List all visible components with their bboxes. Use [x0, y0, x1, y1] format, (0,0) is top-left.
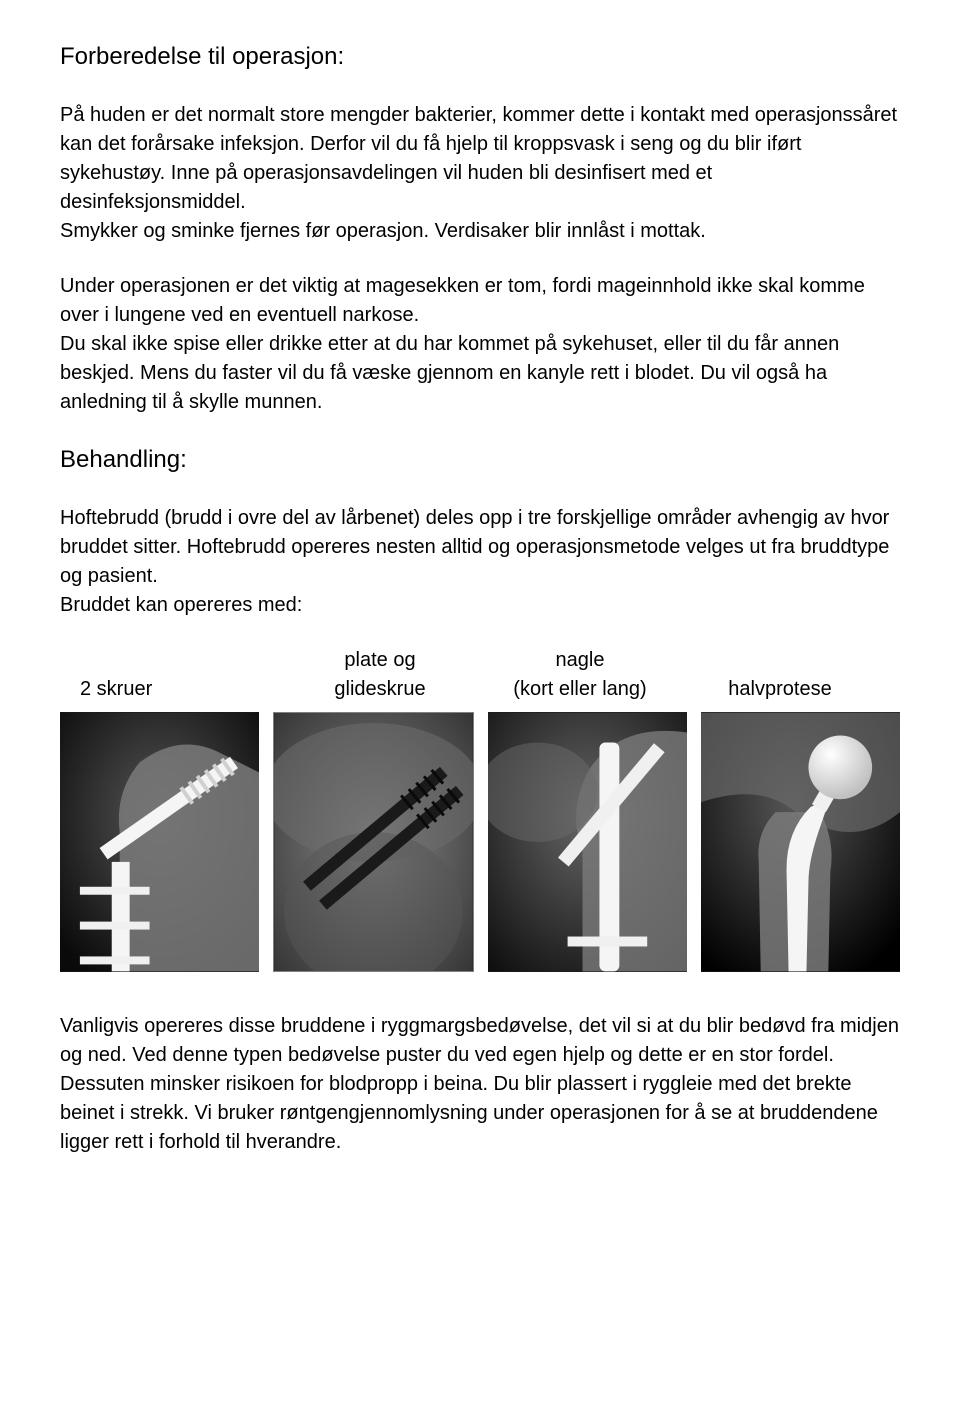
xray-svg-1: [60, 712, 259, 972]
xray-svg-3: [488, 712, 687, 972]
prep-heading: Forberedelse til operasjon:: [60, 40, 900, 75]
treatment-paragraph-2: Vanligvis opereres disse bruddene i rygg…: [60, 1012, 900, 1157]
document-content: Forberedelse til operasjon: På huden er …: [60, 40, 900, 1157]
xray-image-2: [273, 712, 474, 972]
treatment-paragraph-1: Hoftebrudd (brudd i ovre del av lårbenet…: [60, 504, 900, 620]
xray-image-3: [488, 712, 687, 972]
method-label-4: halvprotese: [680, 646, 890, 704]
xray-svg-4: [701, 712, 900, 972]
methods-labels-row: 2 skruer plate og glideskrue nagle (kort…: [60, 646, 900, 704]
xray-svg-2: [274, 713, 473, 971]
method-label-2: plate og glideskrue: [280, 646, 480, 704]
xray-images-row: [60, 712, 900, 972]
xray-image-1: [60, 712, 259, 972]
prep-paragraph-1: På huden er det normalt store mengder ba…: [60, 101, 900, 246]
method-label-3: nagle (kort eller lang): [480, 646, 680, 704]
method-label-1: 2 skruer: [70, 646, 280, 704]
xray-image-4: [701, 712, 900, 972]
prep-paragraph-2: Under operasjonen er det viktig at mages…: [60, 272, 900, 417]
treatment-heading: Behandling:: [60, 443, 900, 478]
